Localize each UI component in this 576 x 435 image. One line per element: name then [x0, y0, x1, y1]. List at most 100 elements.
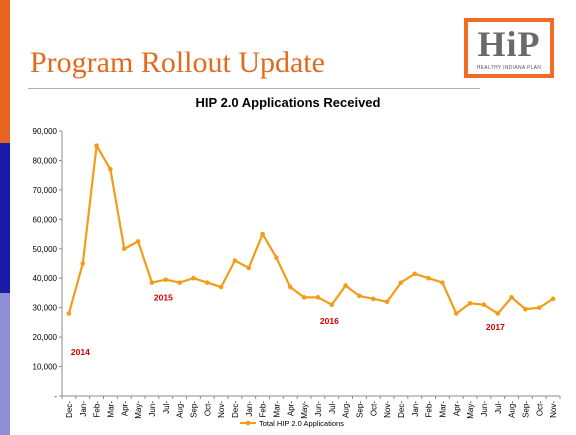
title-divider [28, 88, 480, 89]
x-tick-label: Nov- [217, 401, 226, 418]
y-tick-label: 60,000 [33, 215, 58, 224]
data-point [412, 271, 418, 277]
data-point [384, 299, 390, 305]
x-tick-label: Nov- [383, 401, 392, 418]
data-point [398, 280, 404, 285]
data-point [287, 284, 293, 290]
x-tick-label: Sep- [189, 401, 198, 418]
y-axis: - 10,000 20,000 30,000 40,000 50,000 60,000 70,… [33, 127, 63, 401]
x-tick-label: Feb- [93, 401, 102, 418]
y-tick-label: 30,000 [33, 304, 58, 313]
year-annotation: 2015 [154, 292, 173, 302]
data-point [536, 305, 542, 310]
data-point [357, 293, 362, 299]
x-tick-label: Oct- [203, 401, 212, 416]
data-point [550, 296, 556, 302]
year-annotations: 2014 2015 2016 2017 [71, 292, 505, 356]
data-point [232, 258, 238, 263]
x-tick-label: Apr- [286, 401, 295, 416]
x-tick-label: Oct- [369, 401, 378, 416]
data-point [495, 311, 501, 316]
logo-subtitle: HEALTHY INDIANA PLAN [476, 65, 542, 71]
y-tick-label: 40,000 [33, 274, 58, 283]
data-point [80, 261, 86, 266]
x-tick-label: Sep- [355, 401, 364, 418]
y-tick-label: 20,000 [33, 333, 58, 342]
series-line [67, 144, 554, 315]
x-tick-label: May- [300, 401, 309, 419]
data-point [94, 143, 99, 149]
legend-marker [245, 420, 251, 426]
chart-legend: Total HIP 2.0 Applications [240, 419, 344, 428]
year-annotation: 2017 [486, 322, 505, 332]
chart-title: HIP 2.0 Applications Received [196, 95, 381, 110]
data-point [204, 280, 210, 285]
accent-bar-navy [0, 143, 10, 293]
data-point [329, 302, 335, 308]
logo-wordmark: HiP [477, 24, 541, 64]
data-point [246, 265, 252, 271]
y-tick-label: 80,000 [33, 156, 58, 165]
x-tick-label: Jun- [480, 401, 489, 417]
y-tick-label: 90,000 [33, 127, 58, 136]
x-tick-label: Mar- [272, 401, 281, 418]
accent-bar-orange [0, 0, 10, 143]
x-tick-label: Jan- [245, 401, 254, 417]
data-point [301, 295, 307, 300]
series-total-applications [66, 143, 556, 316]
x-tick-label: Dec- [231, 401, 240, 418]
data-point [426, 275, 431, 281]
legend-label: Total HIP 2.0 Applications [259, 419, 344, 428]
data-point [467, 300, 473, 306]
data-point [121, 246, 127, 252]
year-annotation: 2016 [320, 316, 339, 326]
x-tick-label: Jun- [314, 401, 323, 417]
data-point [149, 280, 155, 285]
x-tick-label: Dec- [397, 401, 406, 418]
data-point [453, 311, 459, 316]
x-tick-label: Aug- [342, 401, 351, 418]
data-point [481, 302, 487, 308]
data-point [191, 275, 196, 281]
data-point [163, 277, 169, 282]
x-tick-label: Jan- [411, 401, 420, 417]
data-point [523, 306, 528, 312]
data-point [108, 166, 113, 172]
accent-bar-lavender [0, 293, 10, 435]
data-point [135, 239, 141, 244]
data-point [260, 231, 265, 237]
slide-title: Program Rollout Update [30, 46, 325, 79]
x-tick-label: Mar- [106, 401, 115, 418]
data-point [509, 295, 514, 300]
x-tick-label: Mar- [438, 401, 447, 418]
y-tick-label: 70,000 [33, 186, 58, 195]
data-point [370, 296, 376, 302]
data-point [315, 295, 321, 300]
year-annotation: 2014 [71, 347, 90, 357]
x-tick-label: Sep- [521, 401, 530, 418]
x-tick-label: Feb- [259, 401, 268, 418]
x-tick-label: Apr- [452, 401, 461, 416]
x-tick-label: Aug- [508, 401, 517, 418]
x-tick-label: Dec- [65, 401, 74, 418]
x-tick-label: Jul- [162, 401, 171, 414]
x-tick-label: May- [134, 401, 143, 419]
x-tick-label: Aug- [176, 401, 185, 418]
y-tick-label: - [54, 392, 57, 401]
x-tick-label: Nov- [549, 401, 558, 418]
data-point [343, 283, 348, 288]
x-tick-label: Feb- [425, 401, 434, 418]
x-tick-label: Apr- [120, 401, 129, 416]
data-point [440, 280, 445, 285]
data-point [66, 311, 72, 316]
data-point [274, 255, 279, 260]
x-tick-label: Jul- [328, 401, 337, 414]
data-point [218, 284, 224, 290]
x-tick-label: May- [466, 401, 475, 419]
hip-logo: HiP HEALTHY INDIANA PLAN [464, 18, 554, 78]
x-tick-label: Jul- [494, 401, 503, 414]
x-tick-label: Jan- [79, 401, 88, 417]
logo-panel: HiP HEALTHY INDIANA PLAN [468, 22, 550, 74]
y-tick-label: 10,000 [33, 363, 58, 372]
